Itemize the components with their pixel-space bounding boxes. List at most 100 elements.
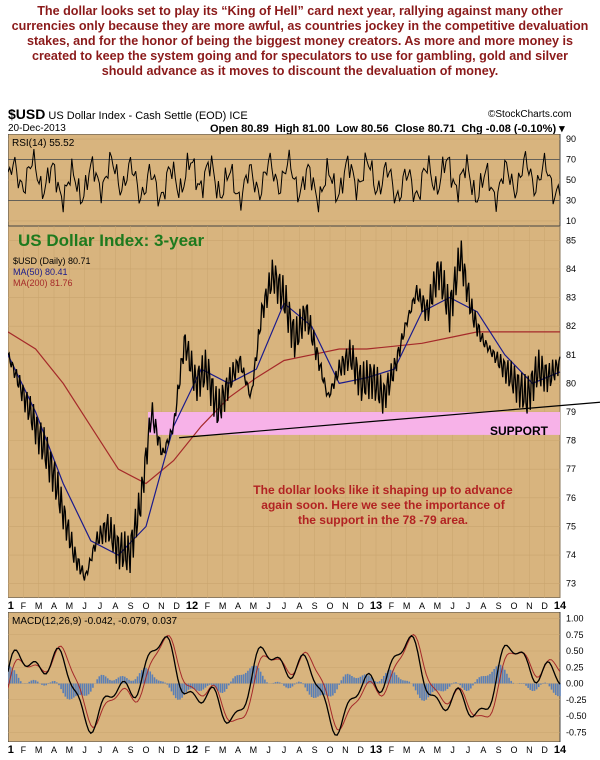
macd-histogram-bar [442,683,445,692]
macd-histogram-bar [36,681,39,684]
macd-histogram-bar [476,679,478,684]
x-tick-label: M [250,601,257,611]
macd-histogram-bar [387,670,389,684]
macd-histogram-bar [393,672,396,684]
x-tick-label: 12 [186,600,198,612]
macd-histogram-bar [508,677,510,684]
macd-histogram-bar [98,676,101,684]
macd-histogram-bar [157,680,160,684]
macd-histogram-bar [419,683,421,699]
macd-histogram-bar [115,679,118,684]
macd-histogram-bar [232,678,234,684]
macd-histogram-bar [355,678,357,684]
macd-tick-label: 0.00 [566,679,584,689]
macd-histogram-bar [480,676,483,684]
x-tick-label: J [282,745,287,755]
macd-histogram-bar [196,683,198,691]
macd-histogram-bar [49,682,52,684]
macd-histogram-bar [334,683,336,694]
macd-histogram-bar [497,664,500,684]
macd-histogram-bar [366,674,368,684]
x-axis-top: 11FMAMJJASOND12FMAMJJASOND13FMAMJJASOND1… [8,600,567,612]
macd-histogram-bar [397,677,400,684]
chart-header: $USD US Dollar Index - Cash Settle (EOD)… [8,106,248,122]
macd-histogram-bar [474,682,476,684]
macd-histogram-bar [459,683,462,686]
x-tick-label: D [173,601,180,611]
x-tick-label: J [266,601,271,611]
x-tick-label: N [342,601,349,611]
rsi-tick-labels: 10 30 50 70 90 [566,134,576,226]
macd-histogram-bar [151,674,154,684]
macd-histogram-bar [41,683,43,685]
x-tick-label: O [510,745,517,755]
chart-title: US Dollar Index: 3-year [18,231,205,250]
macd-histogram-bar [174,683,177,699]
macd-histogram-bar [537,683,540,688]
macd-histogram-bar [47,683,50,685]
macd-histogram-bar [444,683,447,691]
macd-histogram-bar [217,683,219,691]
support-label: SUPPORT [490,424,549,438]
macd-histogram-bar [30,680,33,684]
rsi-tick-label: 70 [566,155,576,165]
x-tick-label: A [112,745,118,755]
macd-histogram-bar [102,675,105,684]
macd-histogram-bar [336,683,338,690]
x-tick-label: S [128,601,134,611]
macd-histogram-bar [166,683,169,685]
macd-histogram-bar [308,683,311,695]
x-tick-label: O [510,601,517,611]
dropdown-icon[interactable]: ▾ [559,123,565,135]
macd-histogram-bar [90,683,92,692]
macd-histogram-bar [340,680,343,684]
x-tick-label: S [496,745,502,755]
macd-histogram-bar [104,676,107,684]
x-tick-label: F [21,601,27,611]
x-tick-label: N [158,601,165,611]
macd-histogram-bar [478,677,481,684]
macd-histogram-bar [198,683,200,692]
macd-histogram-bar [338,683,340,685]
macd-histogram-bar [287,683,290,689]
macd-histogram-bar [482,676,485,684]
price-tick-label: 79 [566,407,576,417]
macd-histogram-bar [533,683,536,691]
macd-histogram-bar [304,683,307,688]
macd-histogram-bar [382,675,385,684]
price-tick-label: 75 [566,521,576,531]
legend-ma200: MA(200) 81.76 [13,278,73,288]
macd-histogram-bar [544,682,546,684]
macd-tick-label: 0.50 [566,646,584,656]
macd-histogram-bar [172,683,175,696]
low-value: Low 80.56 [335,123,389,135]
annotation-line-1: The dollar looks like it shaping up to a… [253,483,513,497]
macd-histogram-bar [548,683,551,687]
macd-histogram-bar [19,681,22,684]
macd-histogram-bar [440,683,442,692]
macd-histogram-bar [527,683,529,688]
x-tick-label: A [480,745,486,755]
macd-histogram-bar [208,683,211,685]
macd-histogram-bar [395,674,398,684]
x-tick-label: M [403,601,411,611]
macd-histogram-bar [100,674,103,684]
macd-histogram-bar [111,680,113,684]
exchange: ICE [229,110,248,122]
macd-histogram-bar [431,683,434,693]
x-tick-label: S [496,601,502,611]
macd-histogram-bar [455,682,457,684]
x-tick-label: 14 [554,744,567,756]
x-tick-label: N [526,601,533,611]
x-tick-label: J [282,601,287,611]
x-tick-label: A [419,601,425,611]
macd-histogram-bar [215,683,217,689]
macd-histogram-bar [438,683,440,691]
macd-histogram-bar [77,683,79,696]
x-tick-label: A [296,745,302,755]
macd-histogram-bar [264,679,266,684]
x-tick-label: M [66,745,74,755]
x-tick-label: D [541,601,548,611]
macd-histogram-bar [276,681,279,684]
macd-line [8,634,561,736]
